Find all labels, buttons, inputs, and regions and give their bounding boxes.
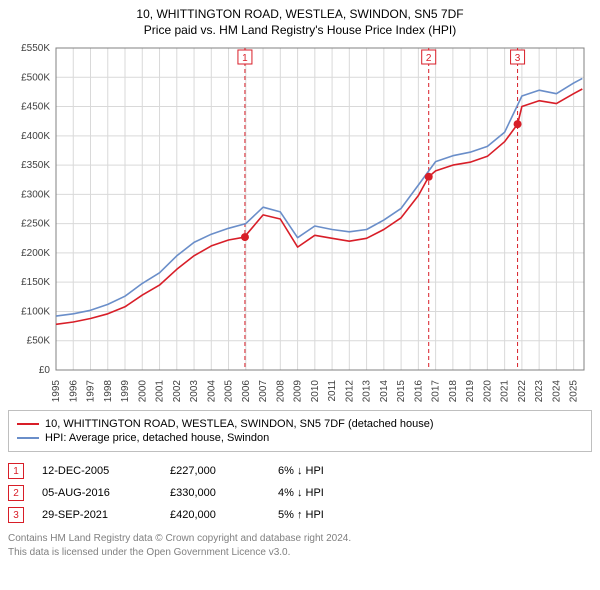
chart-svg: £0 £50K £100K £150K £200K £250K £300K £350K £400… xyxy=(8,42,592,402)
svg-text:£250K: £250K xyxy=(21,219,50,230)
svg-text:2000: 2000 xyxy=(137,380,148,402)
svg-text:2011: 2011 xyxy=(327,380,338,402)
event-date: 05-AUG-2016 xyxy=(42,487,152,499)
event-delta: 6% ↓ HPI xyxy=(278,465,388,477)
event-marker-icon: 2 xyxy=(8,485,24,501)
event-row: 3 29-SEP-2021 £420,000 5% ↑ HPI xyxy=(8,504,592,526)
svg-text:2024: 2024 xyxy=(551,380,562,402)
legend: 10, WHITTINGTON ROAD, WESTLEA, SWINDON, … xyxy=(8,410,592,452)
svg-text:£500K: £500K xyxy=(21,73,50,84)
svg-text:3: 3 xyxy=(515,53,521,64)
title-line1: 10, WHITTINGTON ROAD, WESTLEA, SWINDON, … xyxy=(8,6,592,22)
event-price: £330,000 xyxy=(170,487,260,499)
page: 10, WHITTINGTON ROAD, WESTLEA, SWINDON, … xyxy=(0,0,600,559)
svg-text:2017: 2017 xyxy=(431,380,442,402)
footer-line1: Contains HM Land Registry data © Crown c… xyxy=(8,532,592,546)
svg-text:£550K: £550K xyxy=(21,43,50,54)
svg-text:1998: 1998 xyxy=(103,380,114,402)
event-delta: 5% ↑ HPI xyxy=(278,509,388,521)
legend-swatch xyxy=(17,423,39,425)
footer: Contains HM Land Registry data © Crown c… xyxy=(8,532,592,559)
event-row: 2 05-AUG-2016 £330,000 4% ↓ HPI xyxy=(8,482,592,504)
legend-label: 10, WHITTINGTON ROAD, WESTLEA, SWINDON, … xyxy=(45,418,434,430)
title-line2: Price paid vs. HM Land Registry's House … xyxy=(8,22,592,38)
svg-text:2002: 2002 xyxy=(172,380,183,402)
event-marker-icon: 1 xyxy=(8,463,24,479)
svg-text:£400K: £400K xyxy=(21,131,50,142)
svg-text:£150K: £150K xyxy=(21,278,50,289)
svg-text:£50K: £50K xyxy=(27,336,51,347)
svg-text:2: 2 xyxy=(426,53,432,64)
chart-titles: 10, WHITTINGTON ROAD, WESTLEA, SWINDON, … xyxy=(0,0,600,40)
svg-text:2007: 2007 xyxy=(258,380,269,402)
svg-text:2008: 2008 xyxy=(275,380,286,402)
svg-text:2010: 2010 xyxy=(310,380,321,402)
legend-label: HPI: Average price, detached house, Swin… xyxy=(45,432,269,444)
svg-text:2014: 2014 xyxy=(379,380,390,402)
svg-text:2025: 2025 xyxy=(569,380,580,402)
svg-text:£200K: £200K xyxy=(21,248,50,259)
event-date: 29-SEP-2021 xyxy=(42,509,152,521)
legend-item: HPI: Average price, detached house, Swin… xyxy=(17,431,583,445)
svg-text:2013: 2013 xyxy=(362,380,373,402)
event-list: 1 12-DEC-2005 £227,000 6% ↓ HPI 2 05-AUG… xyxy=(8,460,592,526)
price-chart: £0 £50K £100K £150K £200K £250K £300K £350K £400… xyxy=(8,42,592,402)
svg-text:1997: 1997 xyxy=(86,380,97,402)
svg-text:£450K: £450K xyxy=(21,102,50,113)
svg-text:2001: 2001 xyxy=(155,380,166,402)
svg-text:2006: 2006 xyxy=(241,380,252,402)
svg-text:1: 1 xyxy=(242,53,248,64)
legend-item: 10, WHITTINGTON ROAD, WESTLEA, SWINDON, … xyxy=(17,417,583,431)
svg-text:2003: 2003 xyxy=(189,380,200,402)
footer-line2: This data is licensed under the Open Gov… xyxy=(8,546,592,560)
svg-text:1996: 1996 xyxy=(68,380,79,402)
event-price: £227,000 xyxy=(170,465,260,477)
svg-text:2015: 2015 xyxy=(396,380,407,402)
event-price: £420,000 xyxy=(170,509,260,521)
svg-text:2009: 2009 xyxy=(293,380,304,402)
svg-text:£300K: £300K xyxy=(21,190,50,201)
svg-text:1999: 1999 xyxy=(120,380,131,402)
event-date: 12-DEC-2005 xyxy=(42,465,152,477)
svg-text:2012: 2012 xyxy=(344,380,355,402)
svg-text:2005: 2005 xyxy=(224,380,235,402)
svg-text:2021: 2021 xyxy=(500,380,511,402)
svg-text:2019: 2019 xyxy=(465,380,476,402)
svg-text:2004: 2004 xyxy=(206,380,217,402)
svg-text:£100K: £100K xyxy=(21,307,50,318)
svg-text:£0: £0 xyxy=(39,365,51,376)
svg-text:2016: 2016 xyxy=(413,380,424,402)
svg-text:2023: 2023 xyxy=(534,380,545,402)
svg-text:2022: 2022 xyxy=(517,380,528,402)
svg-text:2018: 2018 xyxy=(448,380,459,402)
legend-swatch xyxy=(17,437,39,439)
svg-text:1995: 1995 xyxy=(51,380,62,402)
event-delta: 4% ↓ HPI xyxy=(278,487,388,499)
svg-text:2020: 2020 xyxy=(482,380,493,402)
event-marker-icon: 3 xyxy=(8,507,24,523)
event-row: 1 12-DEC-2005 £227,000 6% ↓ HPI xyxy=(8,460,592,482)
svg-text:£350K: £350K xyxy=(21,160,50,171)
